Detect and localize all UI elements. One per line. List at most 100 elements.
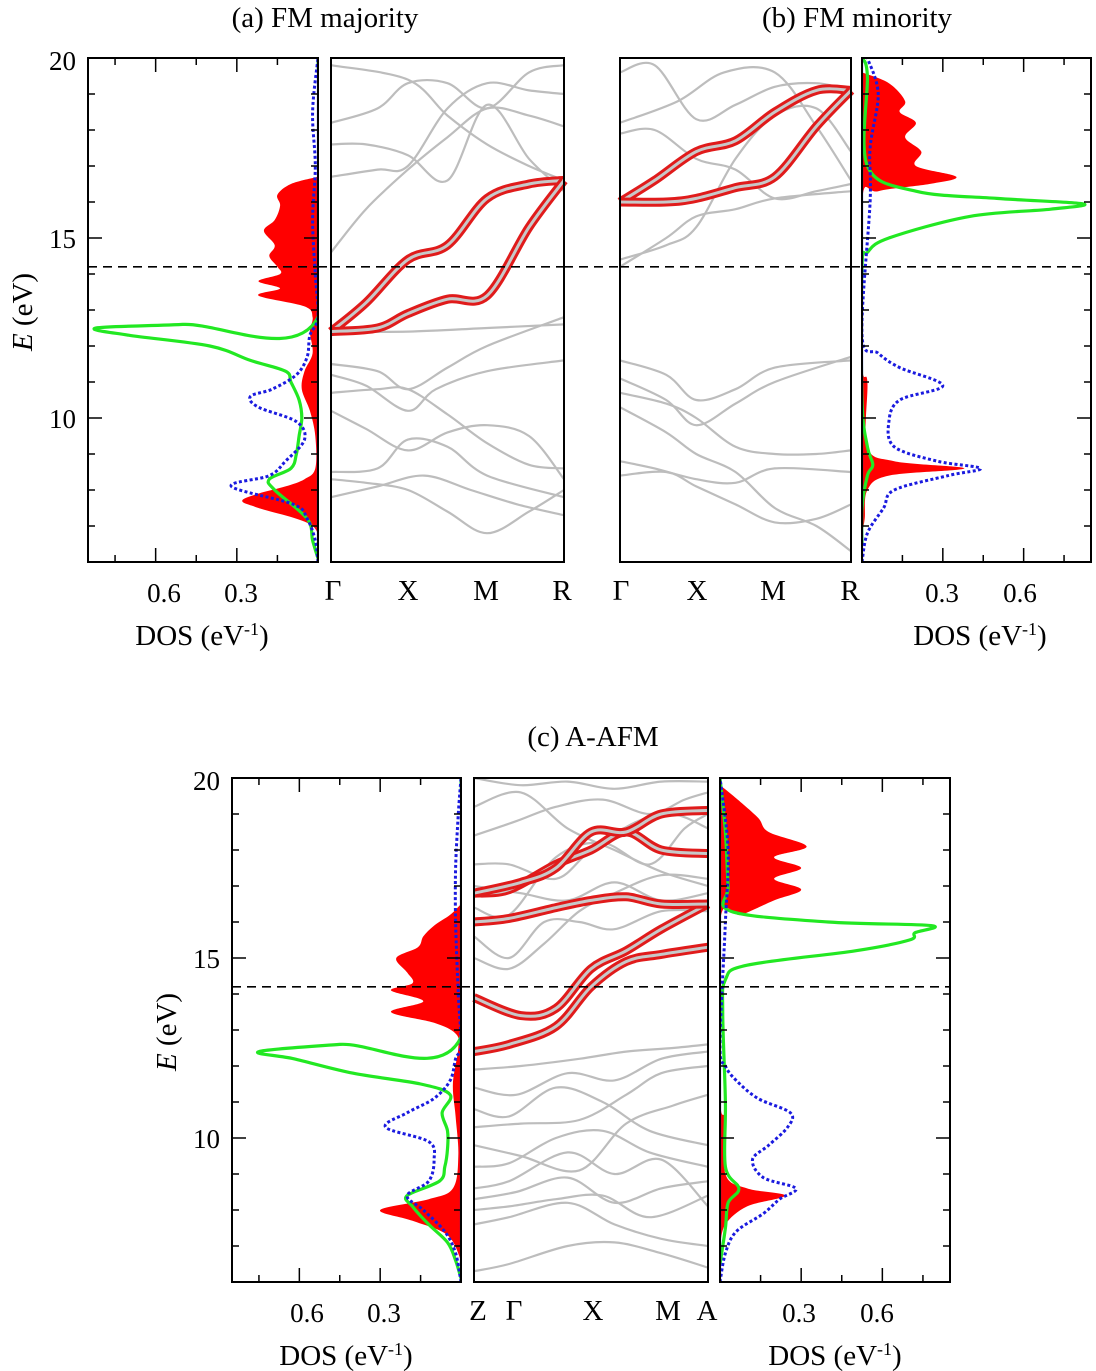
panel-a-bands-highlight-band [328,175,565,336]
panel-c-bands-gray-band [473,908,709,960]
panel-a-kpoint-label: X [398,575,419,607]
panel-c-dos-right-xtick-label: 0.6 [860,1298,894,1328]
panel-a-dos-xtick-label: 0.3 [224,578,258,608]
panel-b-bands-gray-band [619,470,852,525]
panel-b-bands-group [617,61,855,553]
panel-a-bands-gray-band [330,386,565,470]
panel-c-dos-left-green-line [255,778,461,1279]
panel-a-bands-frame [330,57,565,563]
panel-c-dos-right-series-group [720,778,937,1282]
panel-a-dos-series-group [92,58,318,562]
panel-c-dos-left-blue-dotted-line [383,778,461,1282]
panel-b-bands-gray-band [619,355,852,427]
panel-c-kpoint-label: M [655,1295,681,1327]
panel-b-dos-red-filled-area [862,72,965,534]
panel-c-bands-frame [473,777,709,1283]
panel-a-bands-highlight-band-core [330,178,565,333]
panel-b-kpoint-label: M [760,575,786,607]
panel-c-bands-group [472,778,711,1273]
panel-a-ytick-label: 20 [49,46,76,76]
panel-a-bands-gray-band [330,81,565,178]
panel-b-bands-gray-band [619,61,852,122]
panel-c-bands-highlight-band-core [473,945,709,1054]
panel-c-bands-highlight-band-core [473,895,709,924]
panel-a-kpoint-label: Γ [325,575,342,607]
panel-a-bands-gray-band [330,409,565,480]
plot-data-layer [88,58,1091,1282]
panel-c-bands-gray-band [473,1201,709,1248]
panel-c-dos-left-xlabel: DOS (eV-1) [279,1339,412,1371]
panel-b-bands-gray-band [619,127,852,201]
panel-c-dos-left-xtick-label: 0.3 [367,1298,401,1328]
panel-a-dos-red-filled-area [242,176,318,555]
panel-c-ylabel: E (eV) [151,993,183,1072]
panel-c-bands-gray-band [473,1064,709,1129]
panel-c-kpoint-label: Γ [506,1295,523,1327]
panel-c-dos-right-red-filled-area [720,785,807,1246]
panel-b-kpoint-label: X [687,575,708,607]
panel-c-kpoint-label: Z [469,1295,487,1327]
panel-a-title: (a) FM majority [232,2,419,34]
panel-b-bands-gray-band [619,190,852,268]
panel-b-dos-green-line [862,58,1087,544]
panel-a-bands-gray-band [330,437,565,499]
panel-c-bands-gray-band [473,1151,709,1208]
panel-b-dos-blue-dotted-line [862,58,983,562]
panel-c-dos-right-xlabel: DOS (eV-1) [768,1339,901,1371]
panel-b-bands-gray-band [619,406,852,553]
panel-b-dos-xtick-label: 0.3 [925,578,959,608]
panel-a-bands-gray-band [330,106,565,254]
panel-b-kpoint-label: R [840,575,860,607]
panel-a-dos-green-line [92,58,318,559]
panel-a-bands-highlight-band-core [330,179,566,334]
panel-c-bands-gray-band [473,778,709,790]
panel-b-dos-xtick-label: 0.6 [1003,578,1037,608]
panel-b-dos-xlabel: DOS (eV-1) [913,619,1046,652]
panel-c-bands-gray-band [473,1043,709,1071]
panel-a-dos-blue-dotted-line [229,58,318,562]
panel-c-bands-gray-band [473,1193,709,1219]
panel-a-bands-gray-band [330,316,565,391]
panel-c-ytick-label: 15 [193,944,220,974]
panel-c-bands-gray-band [473,1176,709,1204]
panel-b-bands-gray-band [619,460,852,485]
panel-a-bands-group [328,64,568,535]
panel-a-kpoint-label: R [552,575,572,607]
plot-axes-layer [87,57,1092,1283]
panel-c-ytick-label: 20 [193,766,220,796]
panel-b-bands-highlight-band-core [619,87,852,204]
panel-c-bands-highlight-band-core [473,902,709,1018]
panel-a-bands-gray-band [330,64,565,182]
panel-a-bands-gray-band [330,103,565,193]
panel-a-bands-gray-band [330,64,565,124]
panel-a-bands-highlight-band [330,177,568,337]
panel-b-bands-gray-band [619,391,852,456]
panel-c-bands-gray-band [473,1093,709,1173]
panel-a-ylabel: E (eV) [7,273,39,352]
panel-b-bands-gray-band [619,66,852,181]
panel-b-kpoint-label: Γ [613,575,630,607]
panel-c-title: (c) A-AFM [527,721,658,753]
panel-c-dos-left-xtick-label: 0.6 [290,1298,324,1328]
panel-b-bands-highlight-band-core [619,89,853,204]
panel-c-dos-right-xtick-label: 0.3 [782,1298,816,1328]
panel-a-dos-xtick-label: 0.6 [147,578,181,608]
panel-c-bands-gray-band [473,1086,709,1147]
panel-c-bands-gray-band [473,1050,709,1097]
panel-a-bands-gray-band [330,474,565,517]
panel-c-bands-gray-band [473,1129,709,1168]
panel-c-bands-gray-band [473,1240,709,1273]
panel-c-bands-gray-band [473,873,709,971]
panel-b-bands-gray-band [619,359,852,402]
panel-a-bands-gray-band [330,478,565,535]
panel-b-title: (b) FM minority [762,2,953,34]
panel-a-dos-frame [87,57,319,563]
panel-c-kpoint-label: A [697,1295,718,1327]
panel-c-dos-left-series-group [255,778,461,1282]
panel-a-kpoint-label: M [473,575,499,607]
panel-a-bands-gray-band [330,359,565,412]
panel-b-bands-gray-band [619,104,852,261]
panel-a-dos-xlabel: DOS (eV-1) [135,619,268,652]
panel-c-dos-right-green-line [720,778,937,1265]
